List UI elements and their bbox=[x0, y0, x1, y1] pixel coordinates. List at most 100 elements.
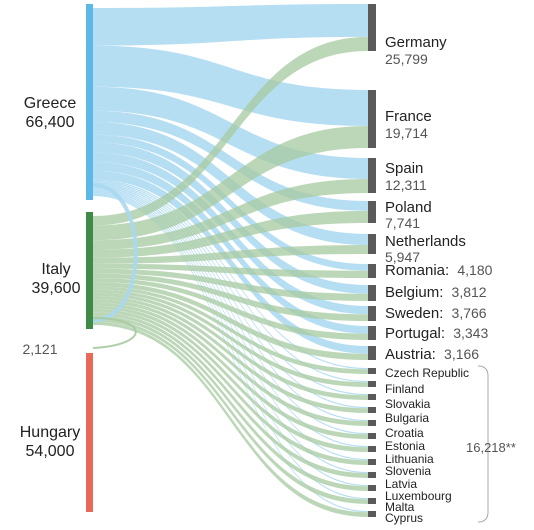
source-label-hungary: Hungary bbox=[20, 424, 80, 441]
destination-value-austria: 3,166 bbox=[444, 346, 479, 362]
destination-bar-netherlands bbox=[368, 234, 376, 254]
loop-flow-band-return bbox=[92, 317, 137, 349]
flow-italy-to-other-malta bbox=[93, 318, 368, 504]
destination-bar-other-luxembourg bbox=[368, 485, 376, 491]
others-country-croatia: Croatia bbox=[385, 426, 424, 440]
flow-italy-to-poland bbox=[93, 210, 368, 258]
flow-italy-to-other-slovakia bbox=[93, 292, 368, 400]
flow-italy-to-germany bbox=[93, 36, 368, 226]
flow-italy-to-other-estonia bbox=[93, 302, 368, 439]
source-label-greece: Greece bbox=[24, 95, 77, 112]
destination-bar-spain bbox=[368, 158, 376, 193]
flow-greece-to-portugal bbox=[93, 161, 368, 334]
others-total-label: 16,218** bbox=[466, 440, 516, 455]
destination-bar-other-malta bbox=[368, 498, 376, 504]
flow-greece-to-other-latvia bbox=[93, 190, 368, 474]
destination-bar-portugal bbox=[368, 326, 376, 340]
destination-label-sweden: Sweden: 3,766 bbox=[385, 305, 487, 322]
destination-value-netherlands: 5,947 bbox=[385, 249, 420, 265]
destination-bar-other-bulgaria bbox=[368, 407, 376, 413]
destination-bar-germany bbox=[368, 4, 376, 51]
others-country-estonia: Estonia bbox=[385, 439, 425, 453]
flow-italy-to-romania bbox=[93, 263, 368, 278]
destination-bar-belgium bbox=[368, 285, 376, 301]
loop-flow-band bbox=[92, 183, 138, 323]
destination-bar-other-czech-republic bbox=[368, 368, 376, 374]
others-country-latvia: Latvia bbox=[385, 477, 417, 491]
flow-italy-to-spain bbox=[93, 179, 368, 250]
flow-italy-to-other-cyprus bbox=[93, 321, 368, 517]
others-country-slovakia: Slovakia bbox=[385, 397, 431, 411]
flow-greece-to-poland bbox=[93, 110, 368, 211]
bar-layer bbox=[86, 4, 376, 517]
source-bar-greece bbox=[86, 4, 93, 200]
destination-bar-other-cyprus bbox=[368, 511, 376, 517]
destination-label-poland: Poland bbox=[385, 199, 432, 216]
flow-italy-to-sweden bbox=[93, 273, 368, 321]
destination-bar-other-lithuania bbox=[368, 446, 376, 452]
flow-greece-to-other-czech-republic bbox=[93, 179, 368, 370]
flow-italy-to-other-bulgaria bbox=[93, 296, 368, 413]
destination-label-france: France bbox=[385, 108, 432, 125]
others-country-cyprus: Cyprus bbox=[385, 511, 423, 525]
flow-greece-to-other-croatia bbox=[93, 185, 368, 422]
flow-italy-to-portugal bbox=[93, 277, 368, 340]
flow-greece-to-other-slovenia bbox=[93, 189, 368, 461]
destination-bar-other-slovakia bbox=[368, 394, 376, 400]
destination-bar-sweden bbox=[368, 306, 376, 321]
flow-greece-to-germany bbox=[93, 4, 368, 46]
flow-italy-to-other-luxembourg bbox=[93, 315, 368, 491]
destination-bar-romania bbox=[368, 264, 376, 278]
flow-greece-to-austria bbox=[93, 170, 368, 354]
destination-label-portugal: Portugal: 3,343 bbox=[385, 325, 488, 342]
flow-italy-to-other-slovenia bbox=[93, 308, 368, 465]
source-value-hungary: 54,000 bbox=[26, 443, 75, 460]
destination-name-belgium: Belgium: bbox=[385, 284, 443, 301]
flow-greece-to-other-slovakia bbox=[93, 182, 368, 396]
others-country-finland: Finland bbox=[385, 382, 424, 396]
destination-value-spain: 12,311 bbox=[385, 177, 427, 193]
flow-italy-to-other-czech-republic bbox=[93, 286, 368, 374]
flow-greece-to-france bbox=[93, 45, 368, 126]
destination-label-spain: Spain bbox=[385, 160, 423, 177]
others-country-luxembourg: Luxembourg bbox=[385, 489, 452, 503]
flow-italy-to-other-croatia bbox=[93, 299, 368, 426]
destination-bar-other-estonia bbox=[368, 433, 376, 439]
others-bracket bbox=[477, 365, 489, 523]
destination-value-portugal: 3,343 bbox=[453, 325, 488, 341]
flow-italy-to-belgium bbox=[93, 268, 368, 301]
destination-name-romania: Romania: bbox=[385, 262, 449, 279]
destination-bar-other-croatia bbox=[368, 420, 376, 426]
source-bar-italy bbox=[86, 212, 93, 329]
destination-label-netherlands: Netherlands bbox=[385, 233, 466, 250]
destination-bar-other-finland bbox=[368, 381, 376, 387]
destination-bar-poland bbox=[368, 201, 376, 223]
destination-value-france: 19,714 bbox=[385, 125, 428, 141]
destination-bar-other-slovenia bbox=[368, 459, 376, 465]
destination-name-sweden: Sweden: bbox=[385, 305, 443, 322]
destination-value-belgium: 3,812 bbox=[452, 284, 487, 300]
flow-greece-to-romania bbox=[93, 134, 368, 271]
flow-italy-to-austria bbox=[93, 282, 368, 360]
source-label-italy: Italy bbox=[41, 261, 70, 278]
source-value-italy: 39,600 bbox=[32, 280, 81, 297]
destination-name-austria: Austria: bbox=[385, 346, 436, 363]
destination-value-romania: 4,180 bbox=[457, 262, 492, 278]
flow-italy-to-other-latvia bbox=[93, 312, 368, 478]
others-country-malta: Malta bbox=[385, 500, 415, 514]
flow-italy-to-france bbox=[93, 125, 368, 241]
destination-label-belgium: Belgium: 3,812 bbox=[385, 284, 487, 301]
others-country-czech-republic: Czech Republic bbox=[385, 366, 469, 380]
destination-label-romania: Romania: 4,180 bbox=[385, 262, 493, 279]
destination-bar-austria bbox=[368, 346, 376, 360]
flow-italy-to-other-finland bbox=[93, 289, 368, 387]
others-country-bulgaria: Bulgaria bbox=[385, 411, 429, 425]
source-value-greece: 66,400 bbox=[26, 114, 75, 131]
destination-bar-france bbox=[368, 90, 376, 148]
destination-value-germany: 25,799 bbox=[385, 51, 428, 67]
loop-flow-label: 2,121 bbox=[22, 341, 57, 357]
flow-italy-to-other-lithuania bbox=[93, 305, 368, 452]
source-bar-hungary bbox=[86, 353, 93, 512]
destination-value-poland: 7,741 bbox=[385, 215, 420, 231]
